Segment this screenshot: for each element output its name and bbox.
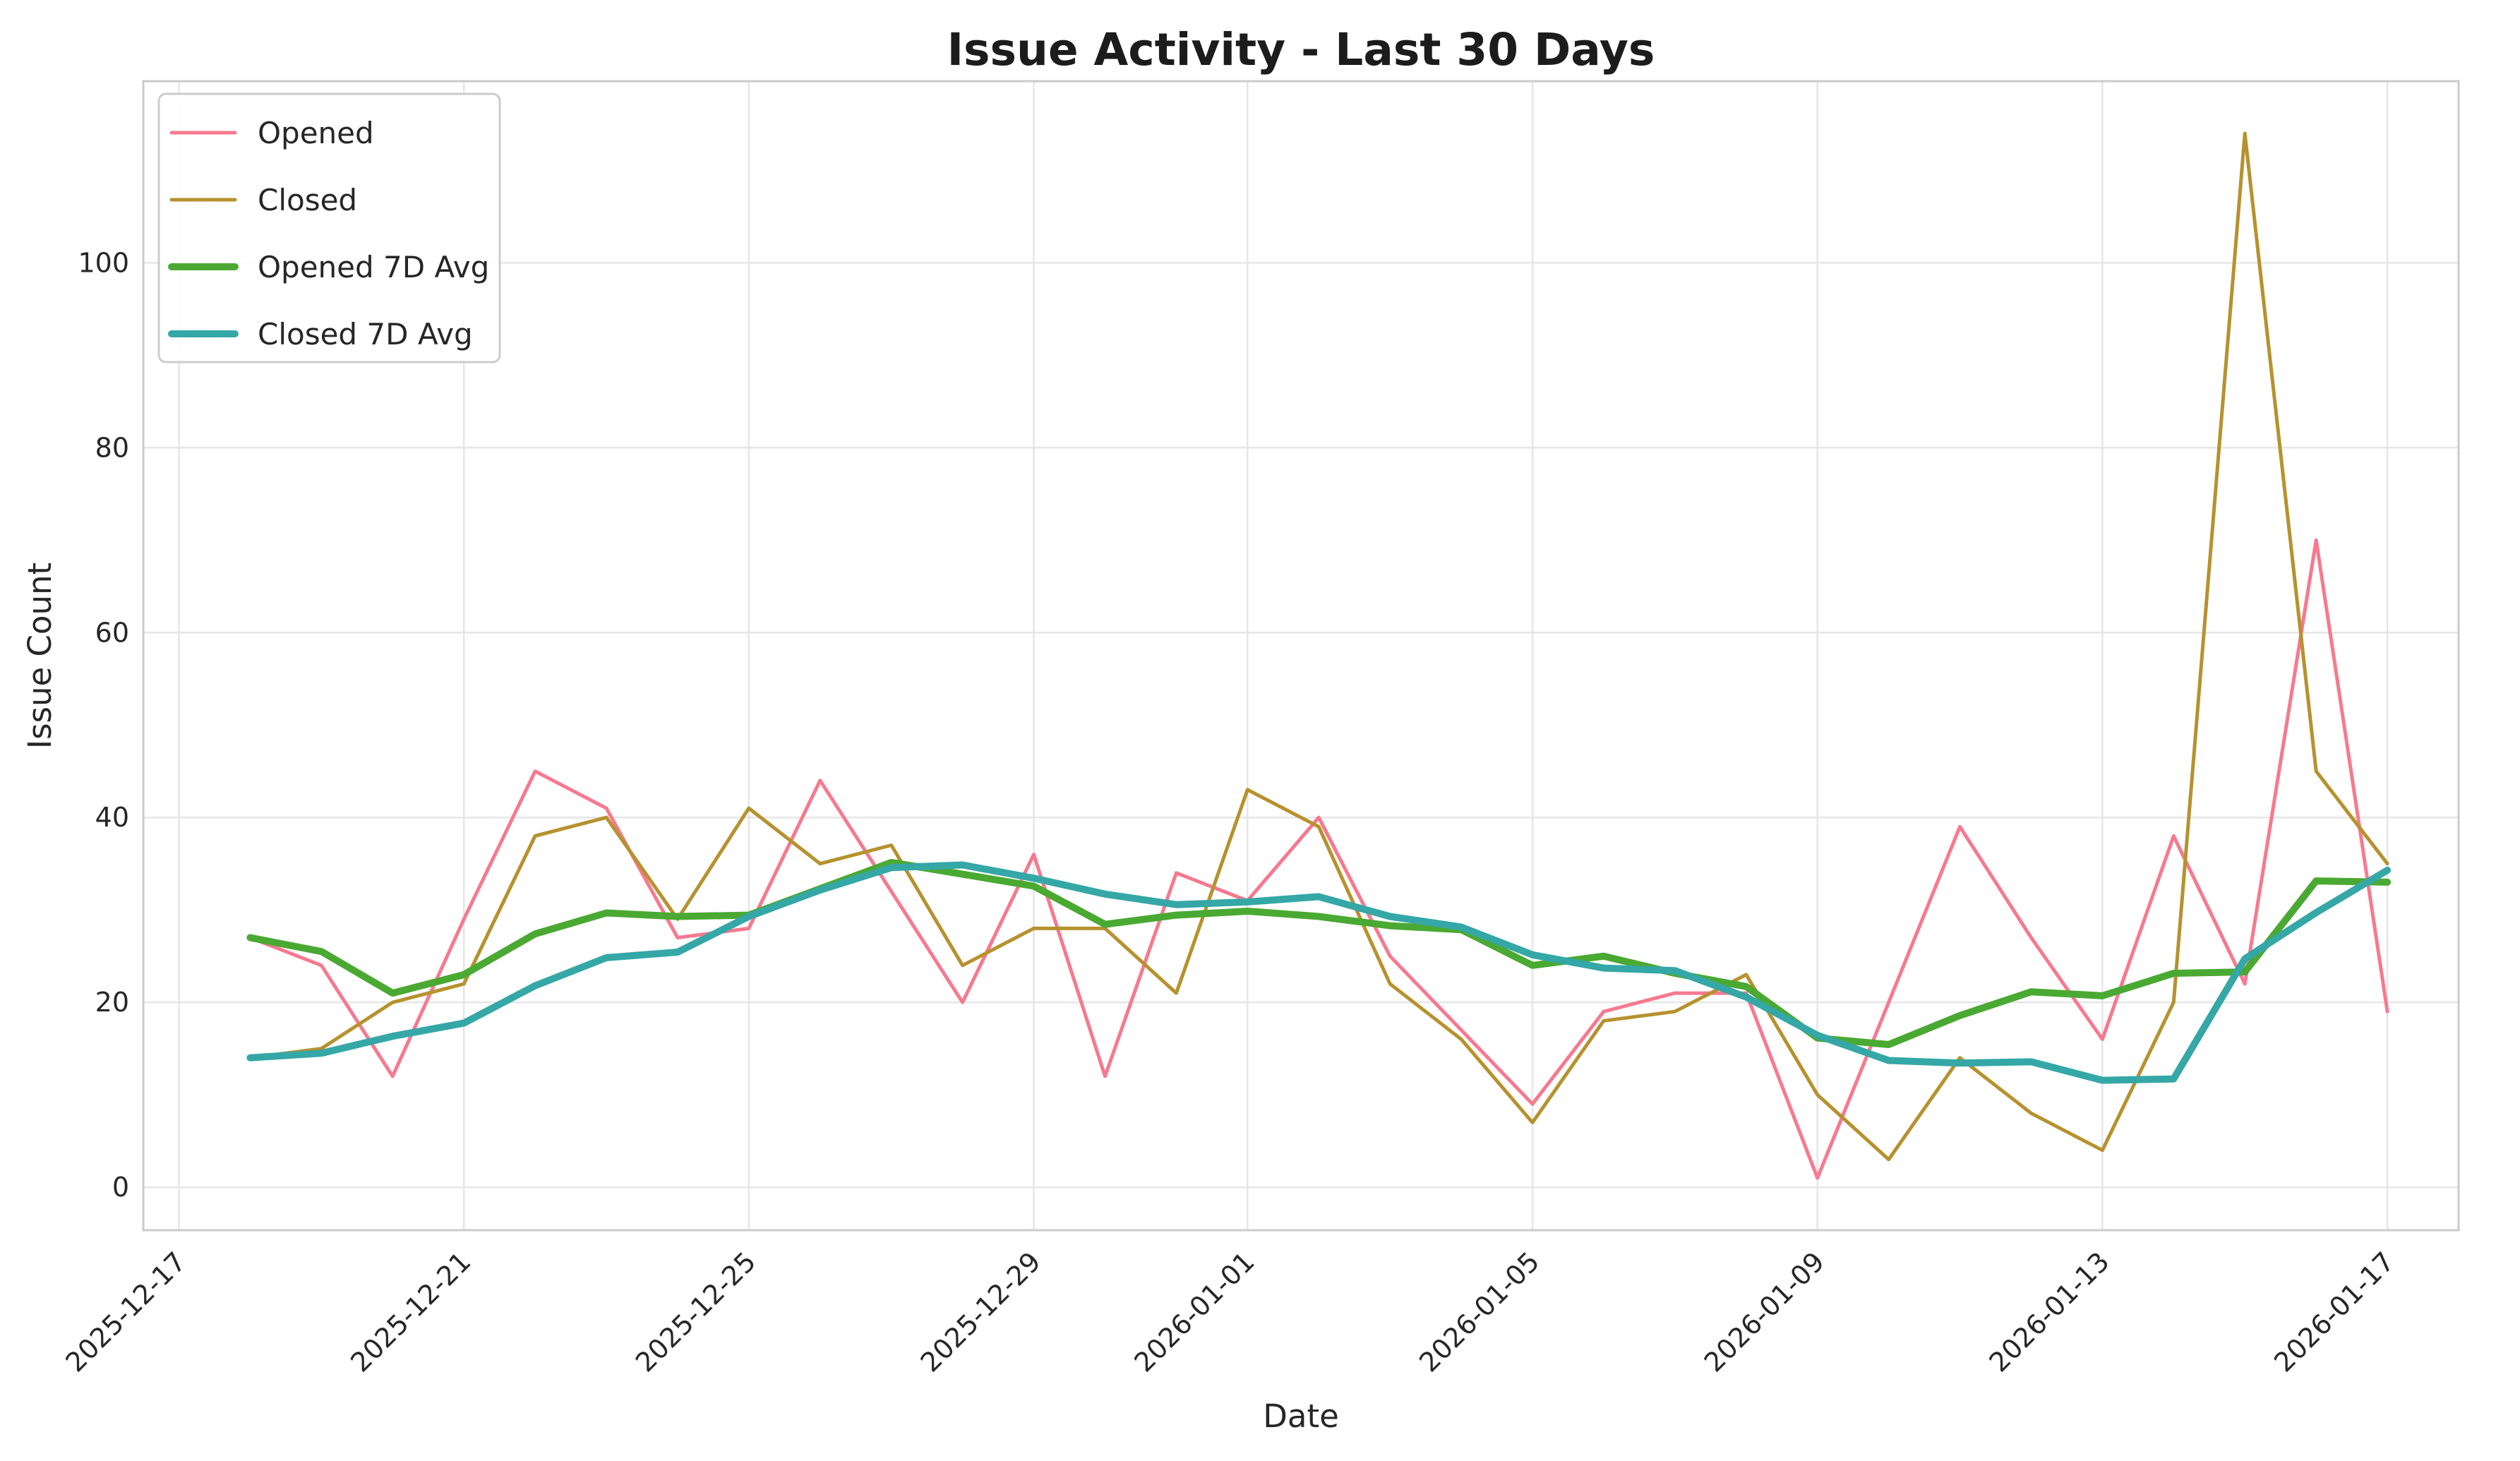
y-tick-label: 20 [95,987,129,1018]
y-tick-labels: 0 20 40 60 80 100 [78,247,129,1203]
y-tick-label: 0 [112,1172,129,1203]
x-axis-label: Date [1263,1397,1339,1435]
legend-label-closed: Closed [258,183,357,217]
x-tick-label: 2026-01-09 [1698,1246,1830,1378]
legend: Opened Closed Opened 7D Avg Closed 7D Av… [157,92,501,363]
y-tick-label: 100 [78,247,129,278]
y-tick-label: 60 [95,617,129,648]
legend-label-closed-7d-avg: Closed 7D Avg [258,317,473,351]
x-tick-label: 2026-01-13 [1983,1246,2115,1378]
x-tick-label: 2025-12-25 [630,1246,762,1378]
x-tick-labels: 2025-12-17 2025-12-21 2025-12-25 2025-12-29… [60,1246,2401,1378]
x-tick-label: 2026-01-17 [2268,1246,2400,1378]
plot-area-border [142,80,2460,1232]
x-tick-label: 2026-01-05 [1413,1246,1545,1378]
x-tick-label: 2025-12-21 [344,1246,476,1378]
x-tick-label: 2026-01-01 [1128,1246,1260,1378]
legend-box [157,92,501,363]
y-axis-label: Issue Count [21,563,59,749]
x-tick-label: 2025-12-17 [60,1246,192,1378]
chart-title: Issue Activity - Last 30 Days [947,24,1655,76]
y-tick-label: 80 [95,432,129,463]
legend-label-opened: Opened [258,116,374,150]
series-line-closed-7d-avg [246,861,2392,1084]
series-lines [246,131,2392,1180]
y-tick-label: 40 [95,802,129,833]
x-tick-label: 2025-12-29 [915,1246,1047,1378]
series-line-closed [248,131,2389,1162]
legend-label-opened-7d-avg: Opened 7D Avg [258,250,489,284]
series-line-opened-7d-avg [246,858,2392,1048]
series-line-opened [248,538,2389,1180]
